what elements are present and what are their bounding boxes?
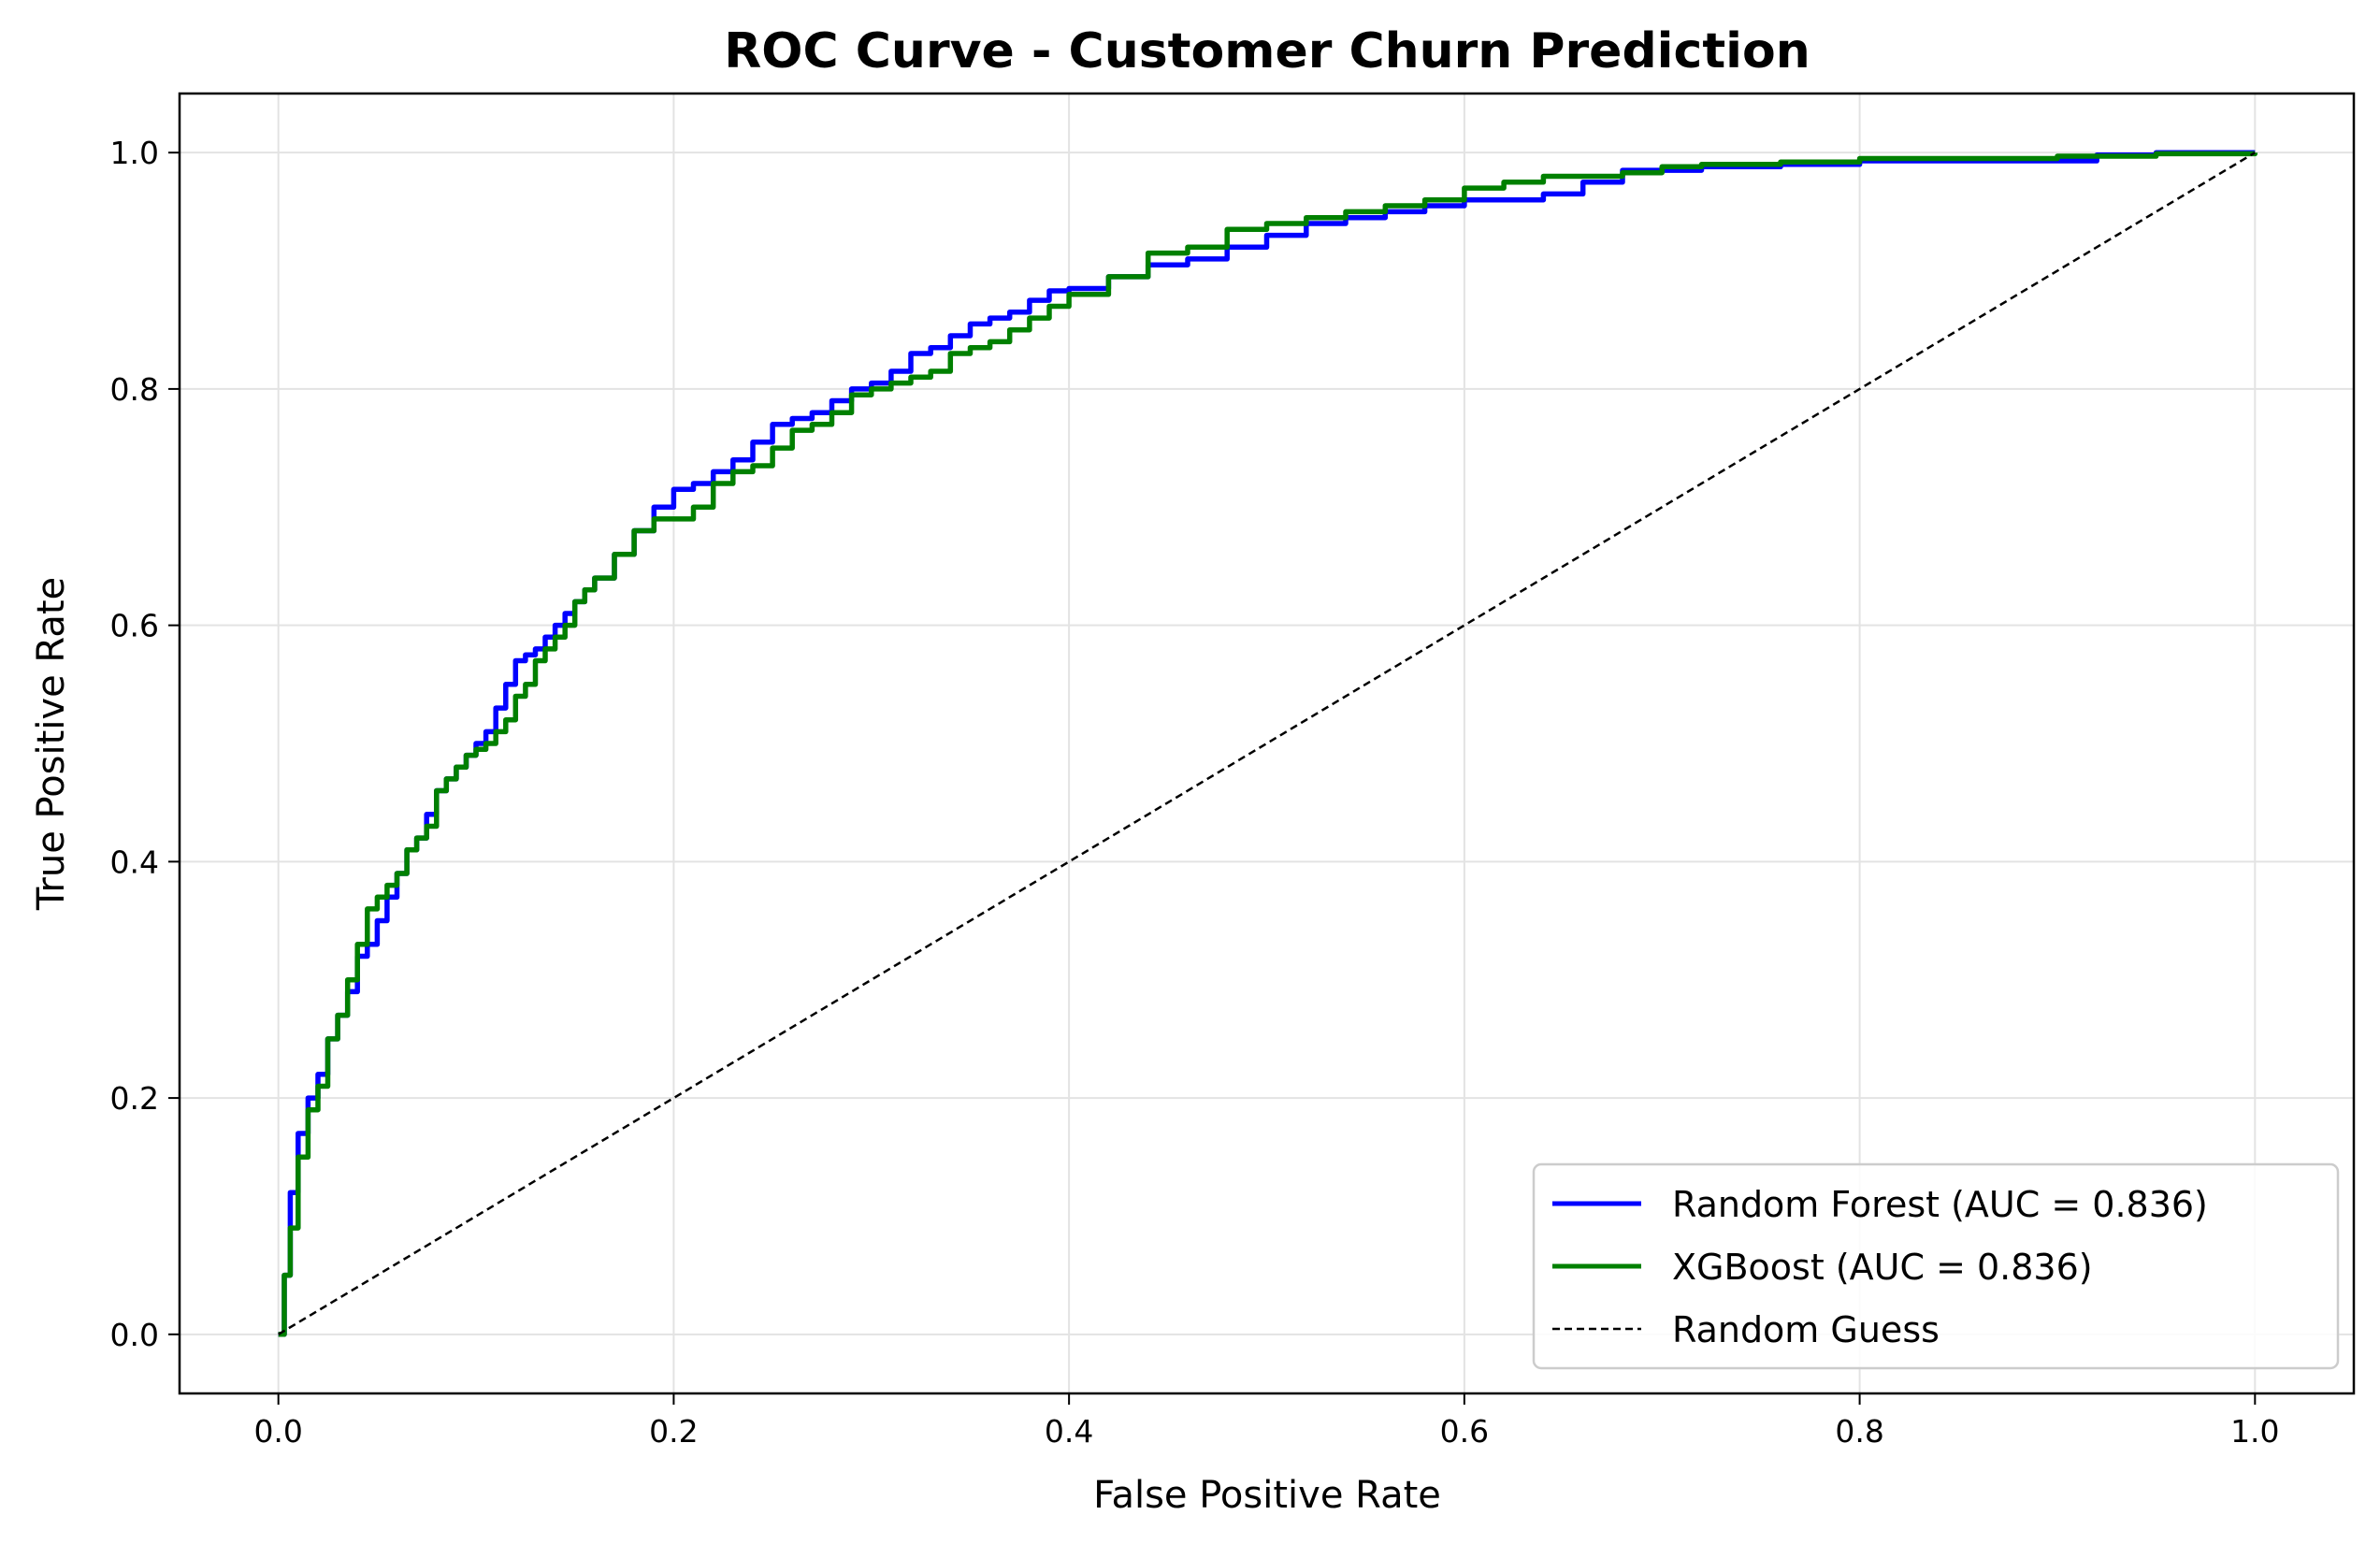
grid	[180, 94, 2354, 1393]
y-tick-label: 0.0	[110, 1317, 159, 1353]
x-tick-label: 1.0	[2230, 1413, 2279, 1450]
plot-area-frame	[178, 92, 2356, 1395]
random-guess-line	[278, 152, 2256, 1335]
legend-label-xgboost: XGBoost (AUC = 0.836)	[1672, 1247, 2093, 1288]
y-axis-label: True Positive Rate	[30, 577, 73, 911]
chart-title: ROC Curve - Customer Churn Prediction	[724, 23, 1810, 79]
y-tick-label: 0.6	[110, 608, 159, 644]
y-tick-label: 0.2	[110, 1080, 159, 1117]
x-axis-label: False Positive Rate	[1093, 1474, 1441, 1517]
y-tick-label: 0.8	[110, 371, 159, 408]
axis-ticks: 0.0 0.2 0.4 0.6 0.8 1.0 0.0 0.2 0.4 0.6 0.8 1.0	[110, 135, 2280, 1450]
y-tick-label: 0.4	[110, 844, 159, 880]
x-tick-label: 0.0	[253, 1413, 302, 1450]
legend: Random Forest (AUC = 0.836) XGBoost (AUC…	[1532, 1162, 2340, 1370]
plot-series	[278, 150, 2258, 1337]
x-tick-label: 0.2	[649, 1413, 698, 1450]
x-tick-label: 0.8	[1835, 1413, 1883, 1450]
legend-label-random-guess: Random Guess	[1672, 1309, 1940, 1350]
x-tick-label: 0.6	[1440, 1413, 1489, 1450]
y-tick-label: 1.0	[110, 135, 159, 171]
legend-label-random-forest: Random Forest (AUC = 0.836)	[1672, 1184, 2208, 1225]
legend-frame	[1532, 1162, 2340, 1370]
xgboost-curve	[278, 151, 2258, 1337]
x-tick-label: 0.4	[1045, 1413, 1093, 1450]
